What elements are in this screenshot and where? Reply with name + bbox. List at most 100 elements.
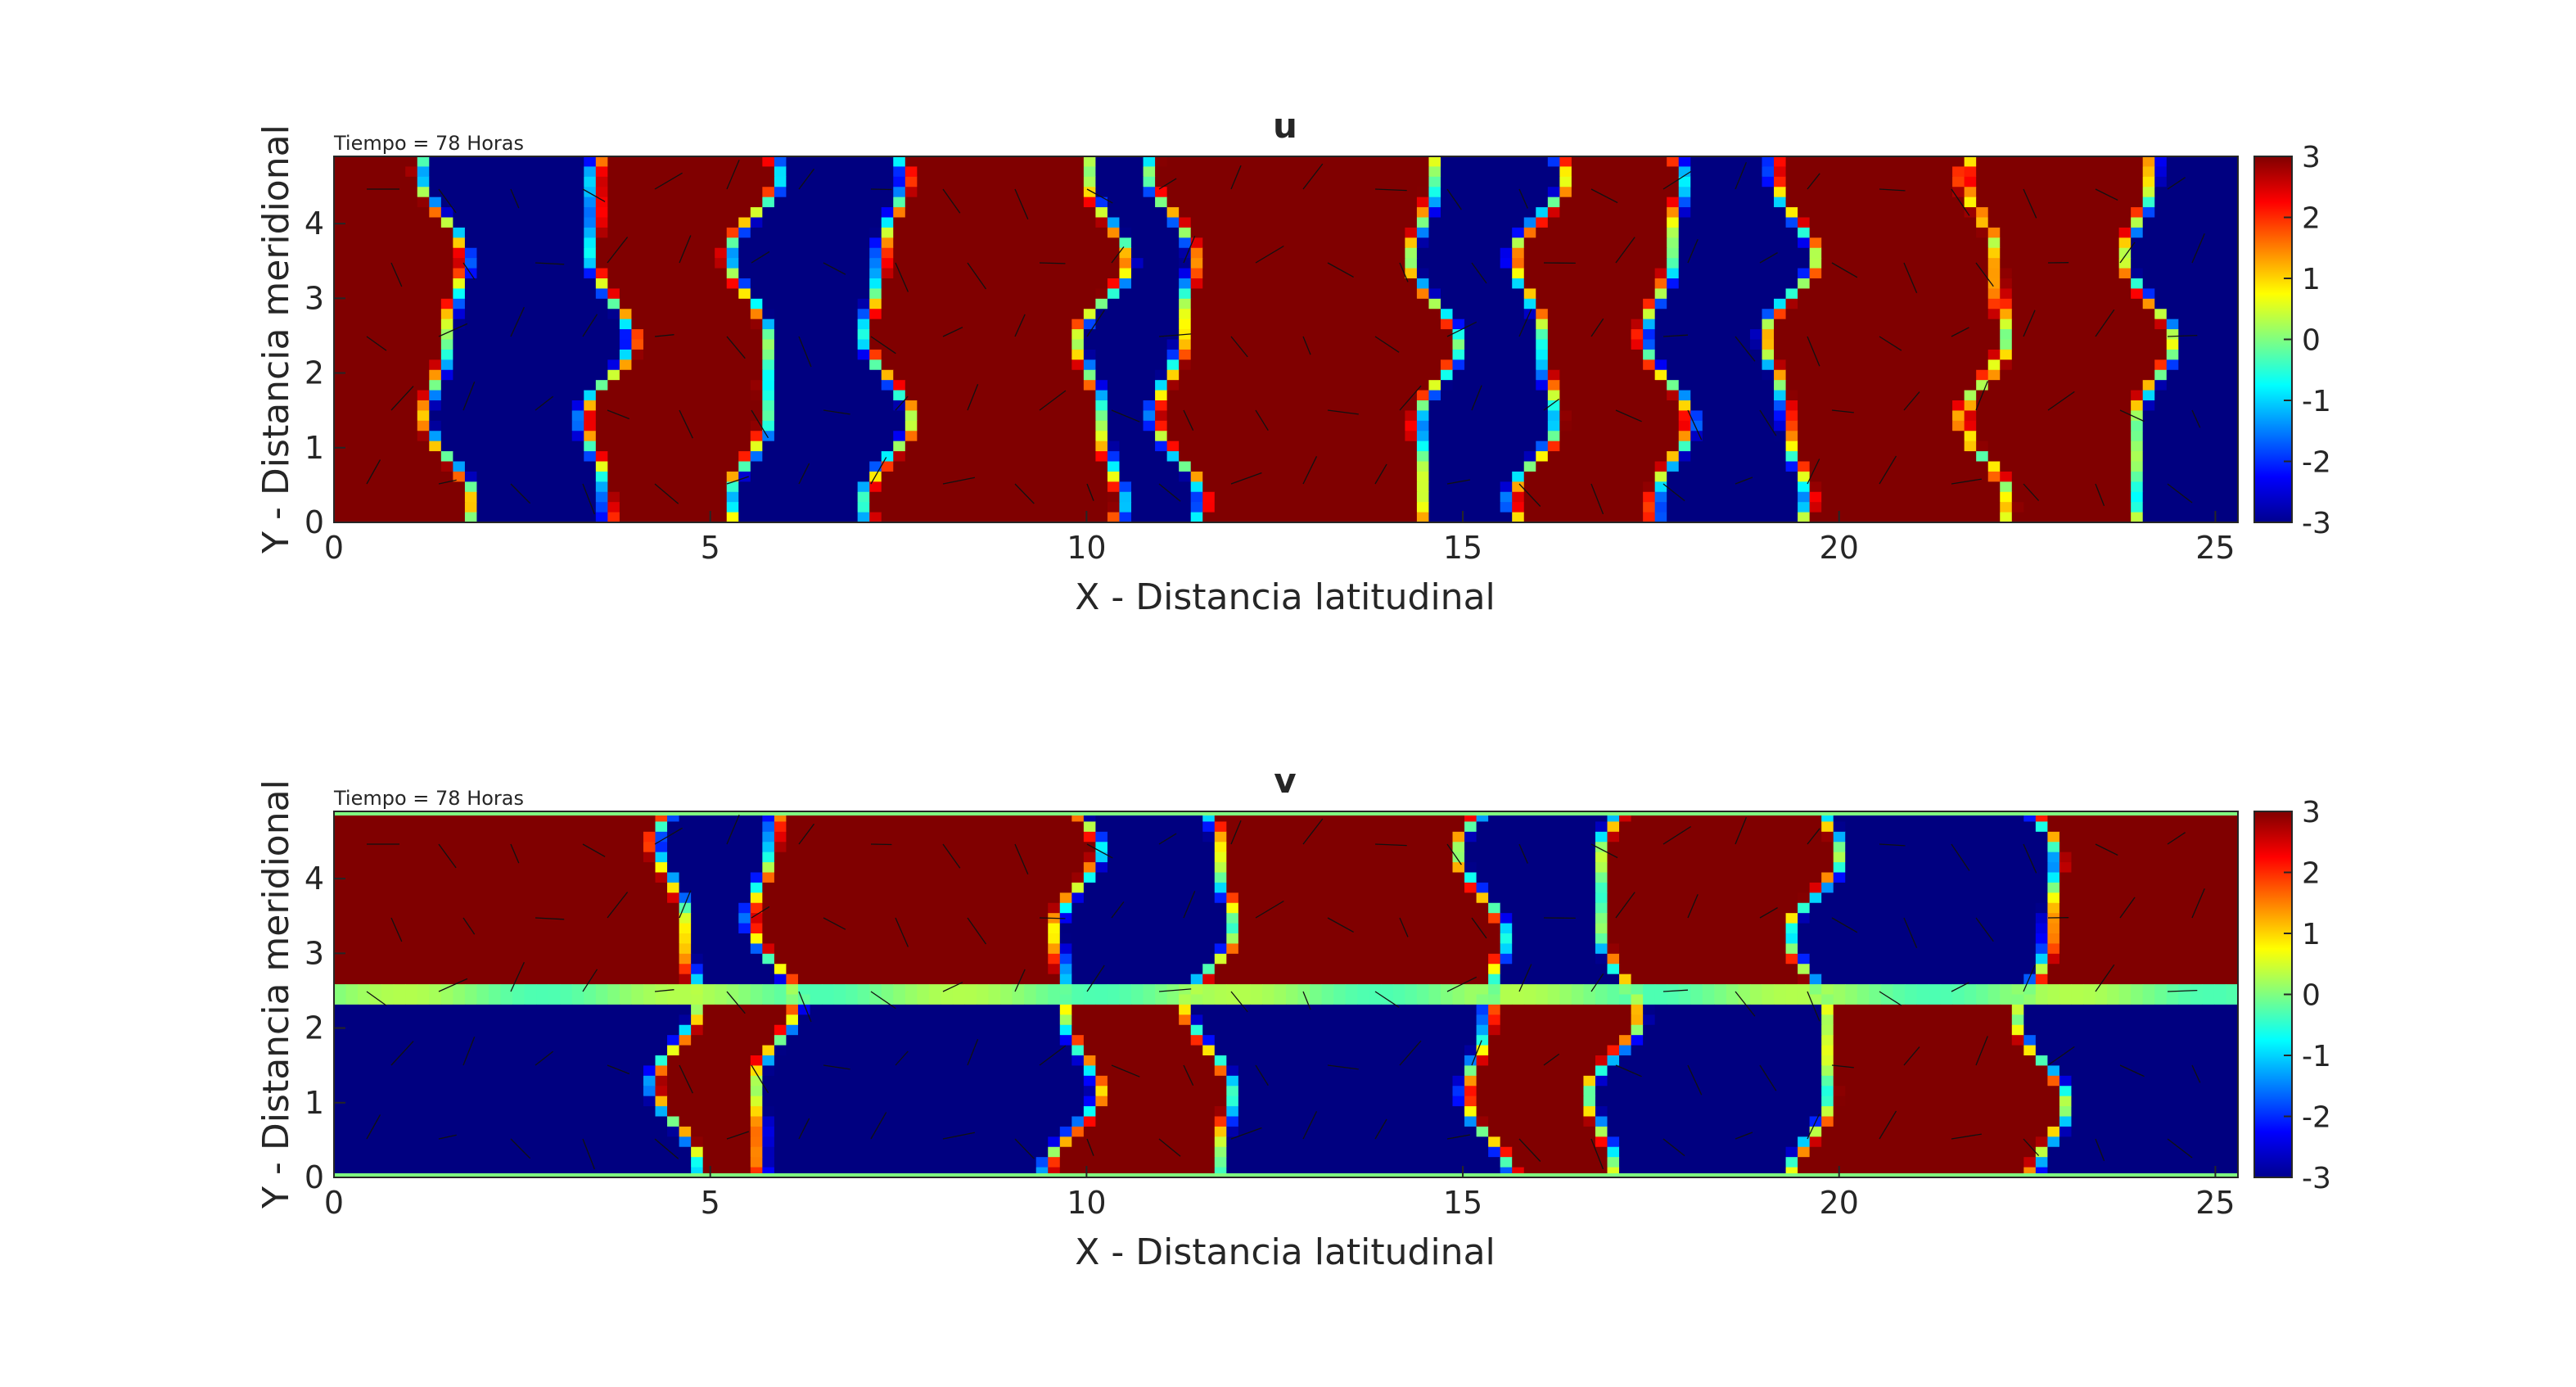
heatmap-cell	[1821, 369, 1834, 381]
heatmap-cell	[405, 258, 418, 269]
heatmap-cell	[1798, 329, 1811, 341]
heatmap-cell	[417, 309, 430, 320]
heatmap-cell	[1345, 237, 1358, 249]
heatmap-cell	[345, 176, 359, 187]
heatmap-cell	[1071, 278, 1085, 290]
heatmap-cell	[1155, 217, 1168, 228]
heatmap-cell	[1226, 390, 1239, 401]
heatmap-cell	[619, 237, 633, 249]
heatmap-cell	[655, 380, 668, 391]
heatmap-cell	[1392, 410, 1405, 422]
heatmap-cell	[1071, 227, 1085, 238]
heatmap-cell	[1405, 166, 1418, 178]
heatmap-cell	[1107, 227, 1121, 238]
heatmap-cell	[464, 431, 478, 442]
heatmap-cell	[2071, 410, 2084, 422]
heatmap-cell	[941, 359, 954, 371]
heatmap-cell	[1749, 258, 1763, 269]
heatmap-cell	[619, 156, 633, 168]
heatmap-cell	[1476, 258, 1489, 269]
heatmap-cell	[1631, 319, 1644, 330]
heatmap-cell	[2178, 197, 2191, 208]
heatmap-cell	[369, 268, 382, 279]
panel-u-title: u	[1273, 106, 1297, 146]
heatmap-cell	[655, 431, 668, 442]
heatmap-cell	[1559, 227, 1572, 238]
heatmap-cell	[846, 288, 859, 300]
heatmap-cell	[1310, 329, 1323, 341]
heatmap-cell	[524, 431, 537, 442]
heatmap-cell	[1166, 349, 1180, 360]
heatmap-cell	[1405, 410, 1418, 422]
heatmap-cell	[1583, 390, 1596, 401]
heatmap-cell	[1809, 187, 1822, 198]
heatmap-cell	[1833, 380, 1846, 391]
heatmap-cell	[2190, 298, 2203, 309]
heatmap-cell	[797, 298, 811, 309]
heatmap-cell	[1071, 176, 1085, 187]
heatmap-cell	[1059, 431, 1072, 442]
heatmap-cell	[1500, 359, 1513, 371]
heatmap-cell	[1035, 166, 1049, 178]
heatmap-cell	[1131, 176, 1144, 187]
heatmap-cell	[2118, 390, 2132, 401]
heatmap-cell	[1143, 420, 1156, 431]
heatmap-cell	[381, 258, 395, 269]
heatmap-cell	[345, 329, 359, 341]
heatmap-cell	[1987, 227, 2001, 238]
heatmap-cell	[2213, 156, 2227, 168]
heatmap-cell	[1619, 440, 1632, 452]
heatmap-cell	[393, 349, 406, 360]
heatmap-cell	[917, 288, 930, 300]
heatmap-cell	[2154, 410, 2168, 422]
heatmap-cell	[1381, 319, 1394, 330]
heatmap-cell	[1512, 176, 1525, 187]
heatmap-cell	[1357, 278, 1370, 290]
heatmap-cell	[1726, 237, 1739, 249]
heatmap-cell	[1095, 268, 1108, 279]
heatmap-cell	[2202, 380, 2215, 391]
heatmap-cell	[560, 288, 573, 300]
heatmap-cell	[1095, 390, 1108, 401]
heatmap-cell	[1416, 329, 1430, 341]
heatmap-cell	[1654, 166, 1667, 178]
heatmap-cell	[786, 329, 799, 341]
heatmap-cell	[667, 156, 680, 168]
heatmap-cell	[381, 227, 395, 238]
heatmap-cell	[1869, 258, 1882, 269]
heatmap-cell	[1452, 349, 1465, 360]
heatmap-cell	[2166, 309, 2179, 320]
heatmap-cell	[1904, 400, 1918, 412]
heatmap-cell	[2213, 369, 2227, 381]
heatmap-cell	[846, 319, 859, 330]
heatmap-cell	[1179, 431, 1192, 442]
heatmap-cell	[1714, 400, 1727, 412]
heatmap-cell	[417, 156, 430, 168]
heatmap-cell	[2047, 451, 2060, 463]
heatmap-cell	[1845, 400, 1858, 412]
heatmap-cell	[1893, 329, 1906, 341]
heatmap-cell	[1357, 298, 1370, 309]
heatmap-cell	[1631, 298, 1644, 309]
heatmap-cell	[774, 431, 787, 442]
heatmap-cell	[1845, 390, 1858, 401]
heatmap-cell	[1738, 369, 1751, 381]
heatmap-cell	[524, 298, 537, 309]
heatmap-cell	[1607, 369, 1620, 381]
heatmap-cell	[607, 237, 620, 249]
heatmap-cell	[2047, 339, 2060, 350]
heatmap-cell	[440, 369, 453, 381]
heatmap-cell	[857, 156, 870, 168]
heatmap-cell	[381, 156, 395, 168]
heatmap-cell	[1261, 187, 1275, 198]
heatmap-cell	[1238, 278, 1251, 290]
heatmap-cell	[2011, 440, 2024, 452]
heatmap-cell	[1893, 187, 1906, 198]
heatmap-cell	[2071, 237, 2084, 249]
heatmap-cell	[810, 339, 823, 350]
heatmap-cell	[762, 258, 775, 269]
heatmap-cell	[1428, 237, 1441, 249]
heatmap-cell	[1940, 440, 1953, 452]
heatmap-cell	[988, 339, 1001, 350]
heatmap-cell	[1297, 156, 1311, 168]
